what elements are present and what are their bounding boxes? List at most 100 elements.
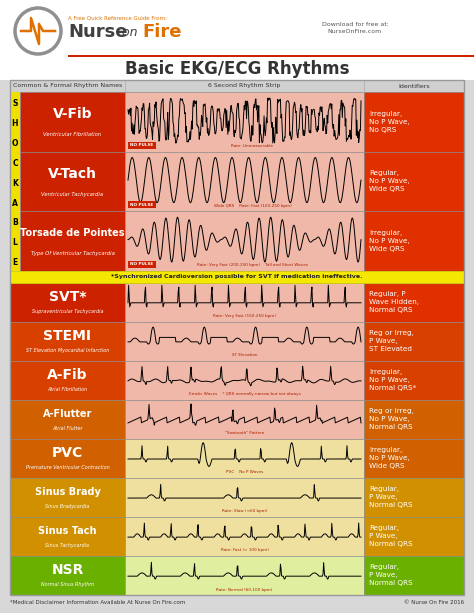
- Text: Regular,
P Wave,
Normal QRS: Regular, P Wave, Normal QRS: [369, 486, 413, 508]
- Text: ST Elevation: ST Elevation: [232, 353, 257, 357]
- Text: NO PULSE: NO PULSE: [130, 143, 154, 147]
- Text: Regular,
P Wave,
Normal QRS: Regular, P Wave, Normal QRS: [369, 525, 413, 547]
- Text: Sinus Brady: Sinus Brady: [35, 487, 100, 497]
- Bar: [10, 556, 125, 595]
- Text: NO PULSE: NO PULSE: [130, 202, 154, 207]
- Text: Ventricular Tachycardia: Ventricular Tachycardia: [41, 192, 103, 197]
- Bar: [125, 211, 364, 270]
- Text: S: S: [12, 99, 18, 109]
- Text: SVT*: SVT*: [49, 290, 86, 304]
- Bar: [364, 360, 464, 400]
- Text: Regular,
P Wave,
Normal QRS: Regular, P Wave, Normal QRS: [369, 565, 413, 587]
- Bar: [364, 400, 464, 439]
- Text: Irregular,
No P Wave,
Wide QRS: Irregular, No P Wave, Wide QRS: [369, 230, 410, 252]
- Bar: [0, 0, 474, 58]
- Text: Sinus Tach: Sinus Tach: [38, 527, 97, 536]
- Text: O: O: [12, 139, 18, 148]
- Text: Common & Formal Rhythm Names: Common & Formal Rhythm Names: [13, 83, 122, 88]
- Bar: [364, 211, 464, 270]
- Bar: [125, 92, 364, 151]
- Text: Sinus Tachycardia: Sinus Tachycardia: [46, 543, 90, 548]
- Bar: [125, 360, 364, 400]
- Text: Rate: Very Fast (200-250 bpm)    Tall and Short Waves: Rate: Very Fast (200-250 bpm) Tall and S…: [197, 263, 308, 267]
- Text: "Sawtooth" Pattern: "Sawtooth" Pattern: [225, 432, 264, 435]
- Text: A-Flutter: A-Flutter: [43, 409, 92, 419]
- Text: Atrial Fibrillation: Atrial Fibrillation: [47, 387, 88, 392]
- Text: Download for free at:
NurseOnFire.com: Download for free at: NurseOnFire.com: [321, 22, 388, 34]
- Text: H: H: [12, 120, 18, 128]
- Text: Erratic Waves    * QRS normally narrow but not always: Erratic Waves * QRS normally narrow but …: [189, 392, 301, 396]
- Text: A Free Quick Reference Guide From:: A Free Quick Reference Guide From:: [68, 15, 167, 20]
- Text: Atrial Flutter: Atrial Flutter: [52, 426, 83, 431]
- Text: V-Fib: V-Fib: [53, 107, 92, 121]
- Bar: [364, 478, 464, 517]
- Bar: [68, 55, 474, 57]
- Text: Identifiers: Identifiers: [398, 83, 430, 88]
- Text: PVC: PVC: [52, 446, 83, 460]
- Text: STEMI: STEMI: [44, 329, 91, 343]
- Text: Sinus Bradycardia: Sinus Bradycardia: [46, 504, 90, 509]
- Text: Rate: Fast (> 100 bpm): Rate: Fast (> 100 bpm): [220, 549, 268, 552]
- Bar: [20, 211, 125, 270]
- Text: Ventricular Fibrillation: Ventricular Fibrillation: [44, 132, 101, 137]
- Bar: [128, 201, 156, 208]
- Bar: [10, 322, 125, 360]
- Text: Basic EKG/ECG Rhythms: Basic EKG/ECG Rhythms: [125, 60, 349, 78]
- Bar: [10, 92, 20, 270]
- Text: Reg or Irreg,
P Wave,
ST Elevated: Reg or Irreg, P Wave, ST Elevated: [369, 330, 414, 352]
- Text: Irregular,
No P Wave,
Wide QRS: Irregular, No P Wave, Wide QRS: [369, 447, 410, 470]
- Text: ST Elevation Myocardial Infarction: ST Elevation Myocardial Infarction: [26, 348, 109, 352]
- Bar: [125, 478, 364, 517]
- Bar: [0, 58, 474, 80]
- Text: Wide QRS    Rate: Fast (100-250 bpm): Wide QRS Rate: Fast (100-250 bpm): [214, 204, 292, 208]
- Text: A-Fib: A-Fib: [47, 368, 88, 382]
- Bar: [20, 92, 125, 151]
- Text: Reg or Irreg,
No P Wave,
Normal QRS: Reg or Irreg, No P Wave, Normal QRS: [369, 408, 414, 430]
- Circle shape: [15, 8, 61, 54]
- Bar: [364, 556, 464, 595]
- Bar: [364, 283, 464, 322]
- Bar: [364, 439, 464, 478]
- Bar: [10, 283, 125, 322]
- Bar: [10, 80, 464, 595]
- Text: *Synchronized Cardioversion possible for SVT if medication ineffective.: *Synchronized Cardioversion possible for…: [111, 274, 363, 279]
- Bar: [10, 517, 125, 556]
- Bar: [10, 270, 464, 283]
- Bar: [125, 283, 364, 322]
- Text: A: A: [12, 199, 18, 208]
- Text: © Nurse On Fire 2016: © Nurse On Fire 2016: [404, 600, 464, 605]
- Bar: [10, 478, 125, 517]
- Text: PVC    No P Waves: PVC No P Waves: [226, 470, 263, 474]
- Text: Irregular,
No P Wave,
No QRS: Irregular, No P Wave, No QRS: [369, 111, 410, 133]
- Text: Premature Ventricular Contraction: Premature Ventricular Contraction: [26, 465, 109, 470]
- Bar: [364, 322, 464, 360]
- Bar: [10, 360, 125, 400]
- Text: V-Tach: V-Tach: [48, 167, 97, 181]
- Bar: [125, 439, 364, 478]
- Text: L: L: [13, 238, 18, 247]
- Text: Normal Sinus Rhythm: Normal Sinus Rhythm: [41, 582, 94, 587]
- Text: 6 Second Rhythm Strip: 6 Second Rhythm Strip: [208, 83, 281, 88]
- Bar: [364, 92, 464, 151]
- Text: Fire: Fire: [142, 23, 182, 41]
- Bar: [125, 151, 364, 211]
- Text: B: B: [12, 218, 18, 227]
- Text: NSR: NSR: [51, 563, 84, 577]
- Bar: [364, 517, 464, 556]
- Bar: [128, 261, 156, 267]
- Bar: [128, 142, 156, 148]
- Bar: [10, 80, 464, 92]
- Bar: [125, 556, 364, 595]
- Bar: [125, 517, 364, 556]
- Bar: [10, 400, 125, 439]
- Text: Rate: Very Fast (150-250 bpm): Rate: Very Fast (150-250 bpm): [213, 314, 276, 318]
- Text: C: C: [12, 159, 18, 168]
- Bar: [125, 322, 364, 360]
- Text: on: on: [118, 26, 142, 39]
- Text: Regular, P
Wave Hidden,
Normal QRS: Regular, P Wave Hidden, Normal QRS: [369, 291, 419, 313]
- Bar: [364, 151, 464, 211]
- Text: Regular,
No P Wave,
Wide QRS: Regular, No P Wave, Wide QRS: [369, 170, 410, 192]
- Text: K: K: [12, 179, 18, 188]
- Text: Rate: Normal (60-100 bpm): Rate: Normal (60-100 bpm): [216, 587, 273, 592]
- Text: E: E: [12, 258, 18, 267]
